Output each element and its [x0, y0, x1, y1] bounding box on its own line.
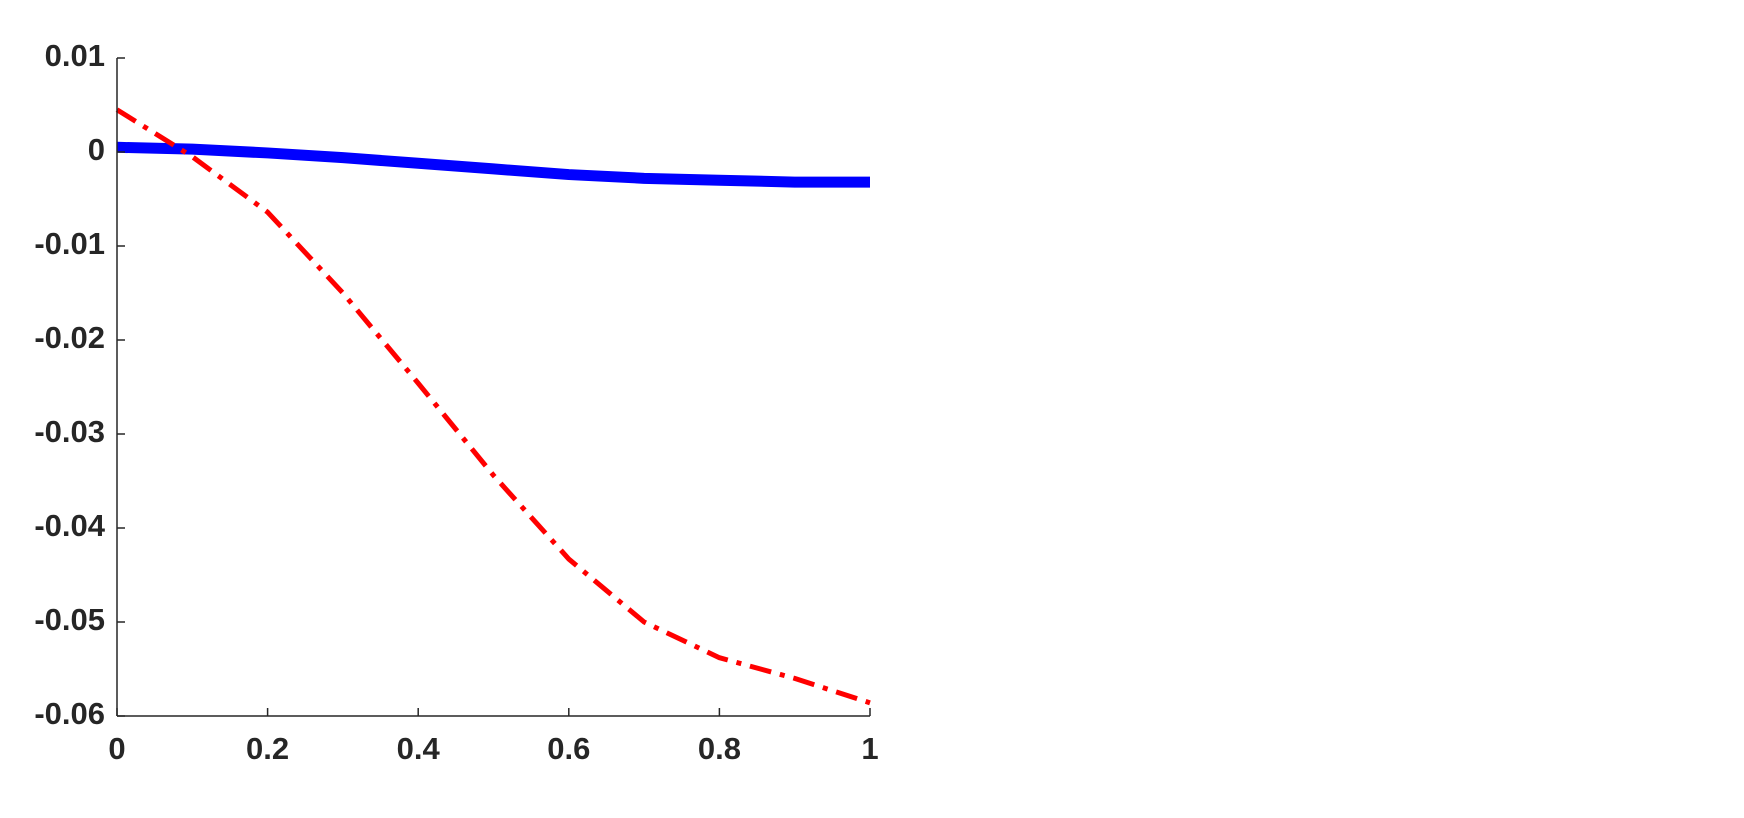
x-tick-label: 0.4	[397, 731, 441, 766]
x-tick-label: 0	[108, 731, 125, 766]
y-tick-label: -0.01	[34, 226, 105, 261]
y-tick-label: -0.03	[34, 414, 105, 449]
x-tick-label: 0.6	[547, 731, 590, 766]
y-tick-label: -0.06	[34, 696, 105, 731]
x-tick-label: 0.8	[698, 731, 741, 766]
y-tick-label: -0.02	[34, 320, 105, 355]
y-tick-label: -0.04	[34, 508, 105, 543]
data-line	[116, 141, 870, 188]
y-tick-label: 0.01	[45, 38, 105, 73]
x-tick-label: 0.2	[246, 731, 289, 766]
y-tick-label: 0	[88, 132, 105, 167]
y-tick-label: -0.05	[34, 602, 105, 637]
x-tick-label: 1	[861, 731, 878, 766]
data-line	[115, 107, 871, 706]
